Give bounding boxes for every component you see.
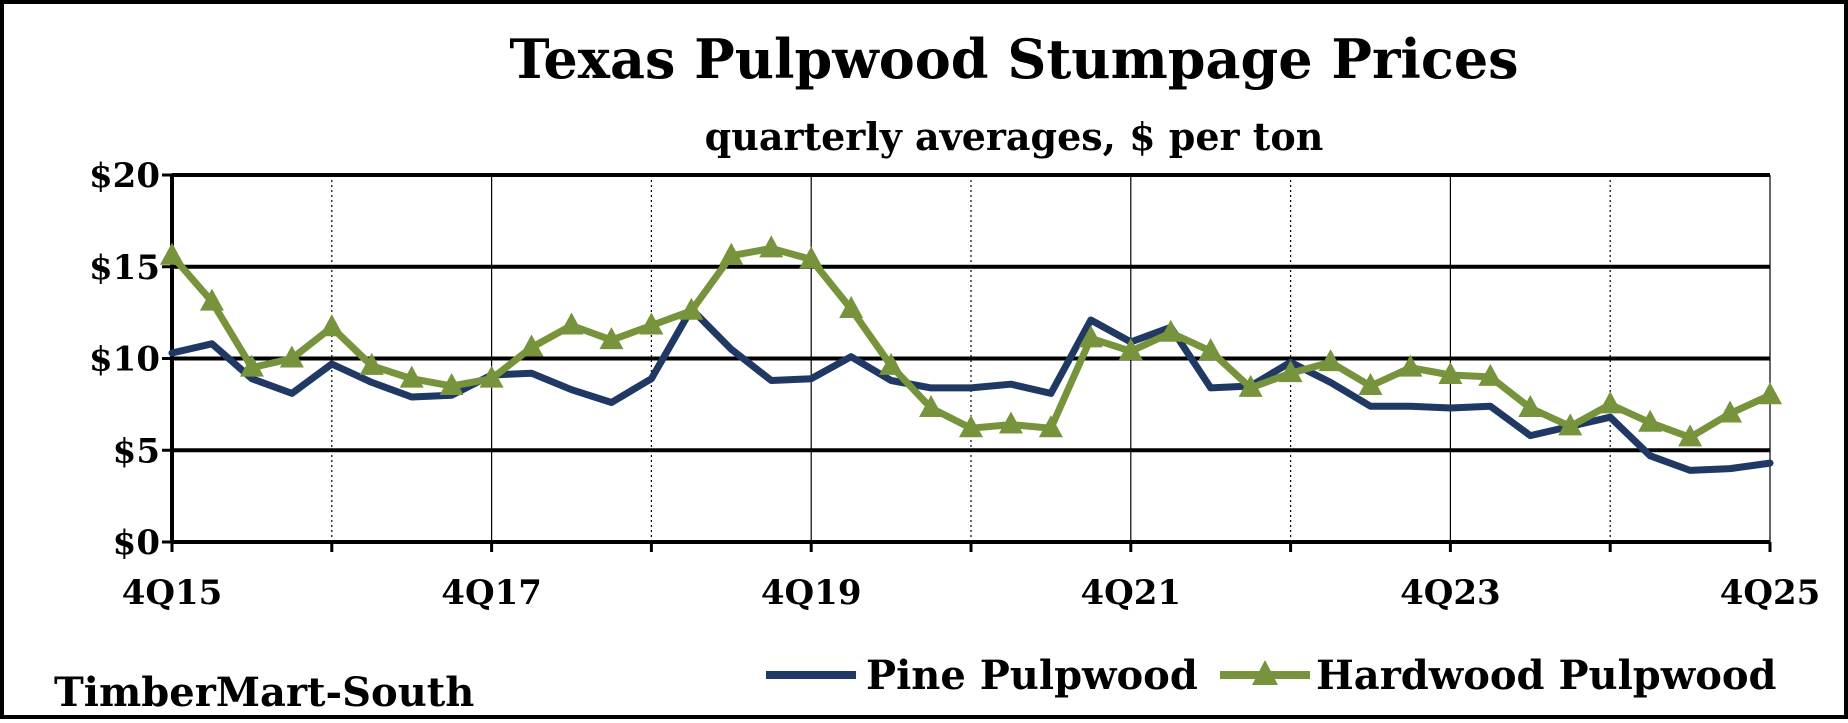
- data-point-hardwood-pulpwood: [1078, 325, 1103, 348]
- data-point-hardwood-pulpwood: [1158, 319, 1183, 342]
- data-point-hardwood-pulpwood: [1438, 362, 1463, 385]
- data-point-hardwood-pulpwood: [1118, 338, 1143, 361]
- data-point-hardwood-pulpwood: [519, 334, 544, 357]
- data-point-hardwood-pulpwood: [359, 352, 384, 375]
- data-point-hardwood-pulpwood: [1198, 338, 1223, 361]
- x-tick-label: 4Q19: [761, 573, 862, 613]
- data-point-hardwood-pulpwood: [1718, 400, 1743, 423]
- data-point-hardwood-pulpwood: [199, 288, 224, 311]
- x-tick-label: 4Q23: [1400, 573, 1501, 613]
- series-line-pine-pulpwood: [168, 305, 1774, 474]
- y-tick-label: $5: [113, 431, 160, 471]
- data-point-hardwood-pulpwood: [559, 312, 584, 335]
- data-point-hardwood-pulpwood: [1038, 415, 1063, 438]
- data-point-hardwood-pulpwood: [759, 235, 784, 258]
- data-point-hardwood-pulpwood: [1318, 349, 1343, 372]
- data-point-hardwood-pulpwood: [839, 295, 864, 318]
- data-point-hardwood-pulpwood: [879, 352, 904, 375]
- legend-label-pine: Pine Pulpwood: [866, 652, 1198, 699]
- data-point-hardwood-pulpwood: [1398, 354, 1423, 377]
- data-point-hardwood-pulpwood: [1758, 382, 1782, 405]
- data-point-hardwood-pulpwood: [799, 246, 824, 269]
- data-point-hardwood-pulpwood: [1678, 424, 1703, 447]
- data-point-hardwood-pulpwood: [1518, 395, 1543, 418]
- data-point-hardwood-pulpwood: [599, 327, 624, 350]
- legend-marker-hardwood: [1252, 660, 1278, 685]
- legend-label-hardwood: Hardwood Pulpwood: [1316, 652, 1777, 699]
- x-tick-label: 4Q25: [1720, 573, 1821, 613]
- data-point-hardwood-pulpwood: [1238, 374, 1263, 397]
- y-tick-label: $10: [89, 340, 160, 380]
- data-point-hardwood-pulpwood: [439, 373, 464, 396]
- x-axis-tick-labels: 4Q15 4Q17 4Q19 4Q21 4Q23 4Q25: [122, 573, 1821, 613]
- chart-title: Texas Pulpwood Stumpage Prices: [509, 27, 1518, 91]
- data-point-hardwood-pulpwood: [998, 411, 1023, 434]
- data-point-hardwood-pulpwood: [959, 415, 983, 438]
- series-layer: [160, 235, 1782, 474]
- data-point-hardwood-pulpwood: [479, 365, 504, 388]
- data-point-hardwood-pulpwood: [1598, 391, 1623, 414]
- y-tick-label: $0: [113, 523, 160, 563]
- x-tick-label: 4Q21: [1081, 573, 1182, 613]
- x-tick-label: 4Q15: [122, 573, 223, 613]
- data-point-hardwood-pulpwood: [399, 365, 424, 388]
- data-point-hardwood-pulpwood: [160, 242, 184, 265]
- y-tick-label: $20: [89, 156, 160, 196]
- data-point-hardwood-pulpwood: [1358, 373, 1383, 396]
- data-point-hardwood-pulpwood: [1478, 363, 1503, 386]
- data-point-hardwood-pulpwood: [319, 314, 344, 337]
- axes: [162, 173, 1772, 552]
- gridlines: [172, 173, 1771, 542]
- data-point-hardwood-pulpwood: [1638, 409, 1663, 432]
- data-point-hardwood-pulpwood: [279, 345, 304, 368]
- y-axis-tick-labels: $0 $5 $10 $15 $20: [89, 156, 160, 563]
- data-point-hardwood-pulpwood: [919, 395, 944, 418]
- data-point-hardwood-pulpwood: [719, 242, 744, 265]
- line-chart: Texas Pulpwood Stumpage Prices quarterly…: [54, 27, 1821, 716]
- legend: Pine Pulpwood Hardwood Pulpwood: [766, 652, 1777, 699]
- data-point-hardwood-pulpwood: [1278, 360, 1303, 383]
- chart-subtitle: quarterly averages, $ per ton: [705, 114, 1324, 159]
- x-tick-label: 4Q17: [441, 573, 542, 613]
- data-point-hardwood-pulpwood: [239, 354, 264, 377]
- y-tick-label: $15: [89, 248, 160, 288]
- source-label: TimberMart-South: [54, 669, 474, 716]
- data-point-hardwood-pulpwood: [1558, 413, 1583, 436]
- data-point-hardwood-pulpwood: [639, 312, 664, 335]
- data-point-hardwood-pulpwood: [679, 297, 704, 320]
